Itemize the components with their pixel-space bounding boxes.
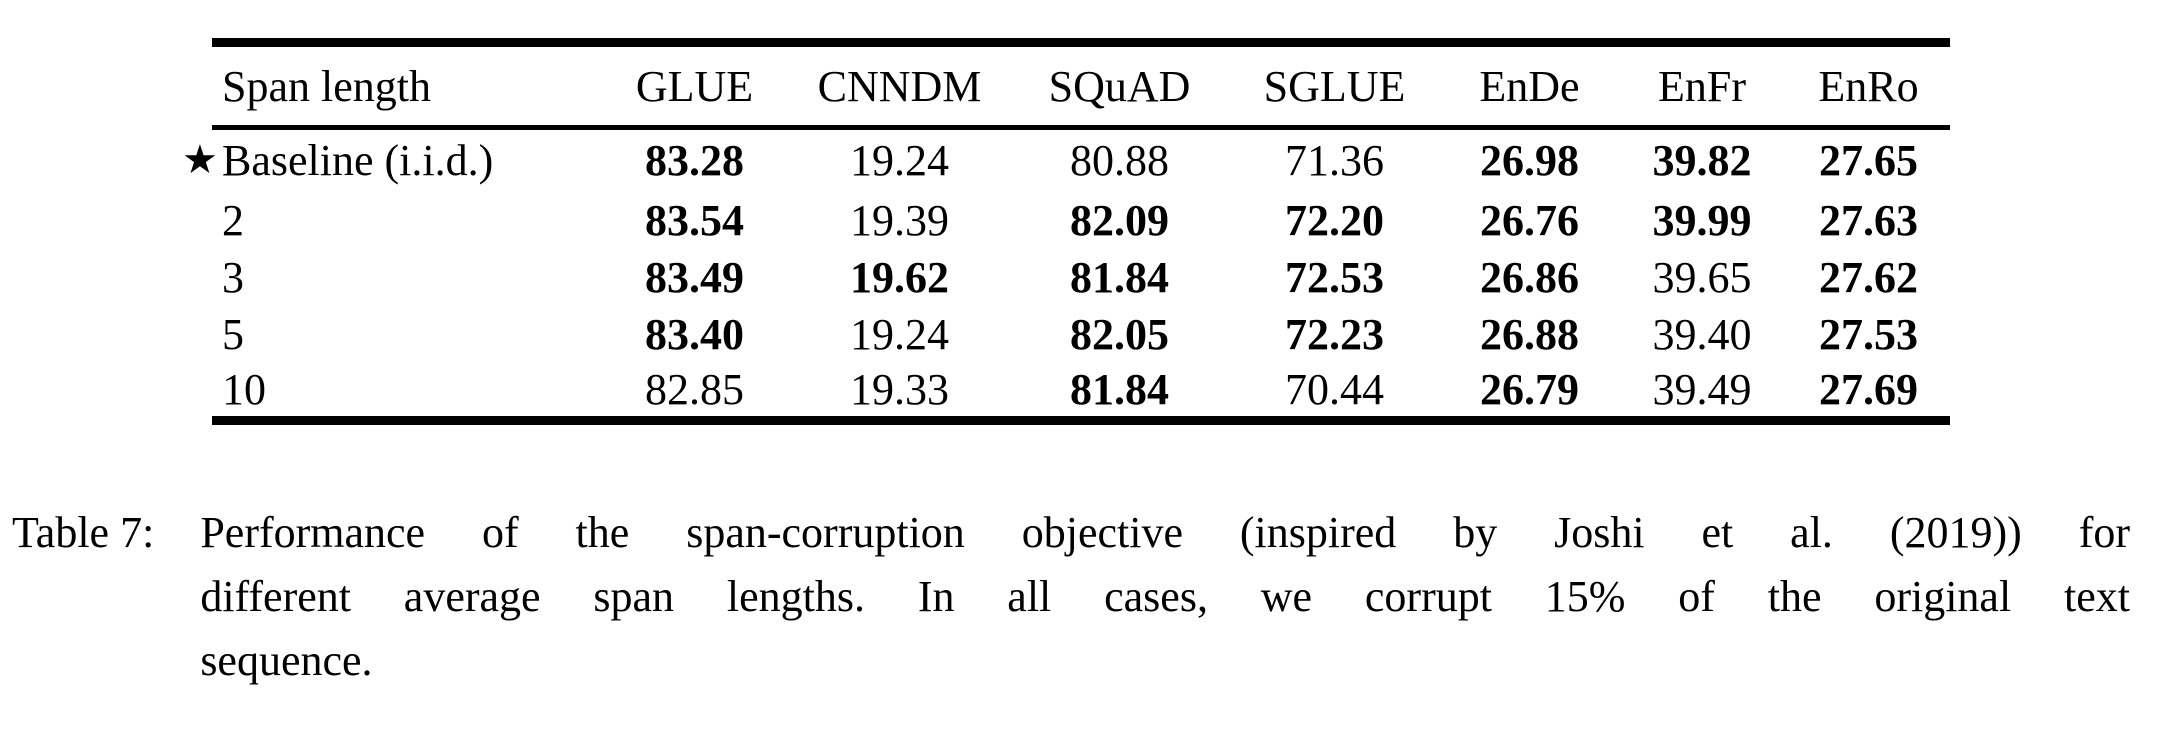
- cell-span10-enfr: 39.49: [1652, 364, 1752, 414]
- cell-baseline-glue: 83.28: [645, 136, 744, 186]
- cell-baseline-squad: 80.88: [1070, 136, 1169, 186]
- caption-line: sequence.: [200, 635, 373, 685]
- table-row-span2: 2 83.54 19.39 82.09 72.20 26.76 39.99 27…: [212, 192, 1950, 249]
- caption-label: Table 7:: [12, 507, 155, 557]
- column-header-span-length: Span length: [212, 42, 602, 130]
- row-label-text: 2: [222, 195, 244, 245]
- row-label-span10: 10: [212, 363, 602, 421]
- span-length-results-table: Span length GLUE CNNDM SQuAD SGLUE EnDe …: [182, 38, 1950, 425]
- table-row-span10: 10 82.85 19.33 81.84 70.44 26.79 39.49 2…: [212, 363, 1950, 421]
- cell-baseline-ende: 26.98: [1480, 136, 1579, 186]
- cell-span3-squad: 81.84: [1070, 252, 1169, 302]
- column-header-enro: EnRo: [1787, 42, 1950, 130]
- cell-span3-enfr: 39.65: [1652, 252, 1752, 302]
- cell-span3-sglue: 72.53: [1285, 252, 1384, 302]
- caption-line: different average span lengths. In all c…: [200, 571, 2130, 621]
- cell-span5-enfr: 39.40: [1652, 309, 1752, 359]
- cell-span10-enro: 27.69: [1819, 364, 1918, 414]
- cell-span3-ende: 26.86: [1480, 252, 1579, 302]
- row-label-text: 10: [222, 364, 266, 414]
- table-row-span5: 5 83.40 19.24 82.05 72.23 26.88 39.40 27…: [212, 306, 1950, 363]
- cell-span2-enro: 27.63: [1819, 195, 1918, 245]
- table-row-baseline: ★ Baseline (i.i.d.) 83.28 19.24 80.88 71…: [182, 128, 1950, 192]
- cell-span5-ende: 26.88: [1480, 309, 1579, 359]
- row-label-text: 5: [222, 309, 244, 359]
- header-row: Span length GLUE CNNDM SQuAD SGLUE EnDe …: [212, 42, 1950, 130]
- cell-span3-cnndm: 19.62: [850, 252, 949, 302]
- cell-baseline-sglue: 71.36: [1285, 136, 1384, 186]
- cell-span5-enro: 27.53: [1819, 309, 1918, 359]
- table-row-span3: 3 83.49 19.62 81.84 72.53 26.86 39.65 27…: [212, 249, 1950, 306]
- cell-span2-ende: 26.76: [1480, 195, 1579, 245]
- cell-baseline-cnndm: 19.24: [850, 136, 949, 186]
- cell-span5-sglue: 72.23: [1285, 309, 1384, 359]
- cell-span2-squad: 82.09: [1070, 195, 1169, 245]
- row-label-span2: 2: [212, 192, 602, 249]
- cell-span2-glue: 83.54: [645, 195, 744, 245]
- row-label-span5: 5: [212, 306, 602, 363]
- caption-line: Performance of the span-corruption objec…: [200, 507, 2130, 557]
- cell-span3-enro: 27.62: [1819, 252, 1918, 302]
- cell-span2-enfr: 39.99: [1652, 195, 1752, 245]
- cell-span3-glue: 83.49: [645, 252, 744, 302]
- column-header-enfr: EnFr: [1617, 42, 1787, 130]
- column-header-ende: EnDe: [1442, 42, 1617, 130]
- cell-span2-sglue: 72.20: [1285, 195, 1384, 245]
- caption-text: Performance of the span-corruption objec…: [200, 501, 2130, 693]
- star-icon: ★: [182, 136, 218, 183]
- cell-span2-cnndm: 19.39: [850, 195, 949, 245]
- column-header-squad: SQuAD: [1012, 42, 1227, 130]
- cell-span10-glue: 82.85: [645, 364, 744, 414]
- row-label-text: Baseline (i.i.d.): [222, 136, 494, 186]
- cell-baseline-enro: 27.65: [1819, 136, 1918, 186]
- cell-span10-ende: 26.79: [1480, 364, 1579, 414]
- cell-span10-sglue: 70.44: [1285, 364, 1384, 414]
- cell-baseline-enfr: 39.82: [1652, 136, 1752, 186]
- column-header-cnndm: CNNDM: [787, 42, 1012, 130]
- column-header-glue: GLUE: [602, 42, 787, 130]
- cell-span5-cnndm: 19.24: [850, 309, 949, 359]
- row-label-text: 3: [222, 252, 244, 302]
- column-header-sglue: SGLUE: [1227, 42, 1442, 130]
- cell-span5-glue: 83.40: [645, 309, 744, 359]
- row-label-span3: 3: [212, 249, 602, 306]
- table-caption: Table 7: Performance of the span-corrupt…: [12, 501, 2130, 693]
- cell-span10-cnndm: 19.33: [850, 364, 949, 414]
- cell-span5-squad: 82.05: [1070, 309, 1169, 359]
- cell-span10-squad: 81.84: [1070, 364, 1169, 414]
- row-label-baseline: ★ Baseline (i.i.d.): [182, 128, 602, 192]
